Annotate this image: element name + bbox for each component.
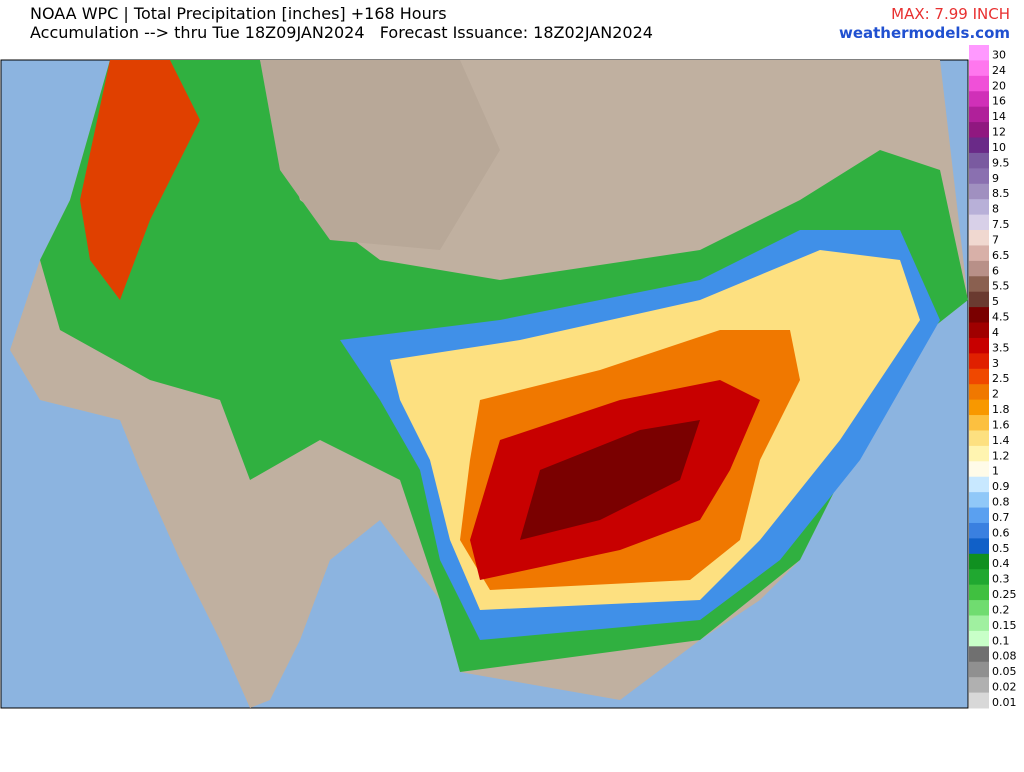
legend-label: 0.05 xyxy=(992,665,1017,678)
legend-label: 10 xyxy=(992,141,1006,154)
legend-swatch xyxy=(969,75,989,92)
legend-swatch xyxy=(969,230,989,246)
legend-label: 0.2 xyxy=(992,603,1010,616)
legend-swatch xyxy=(969,415,989,431)
legend-label: 14 xyxy=(992,110,1006,123)
legend-label: 1.4 xyxy=(992,434,1010,447)
legend-swatch xyxy=(969,630,989,647)
legend-label: 6.5 xyxy=(992,249,1010,262)
max-value: MAX: 7.99 INCH xyxy=(891,5,1010,23)
legend-label: 0.8 xyxy=(992,496,1010,509)
legend-swatch xyxy=(969,430,989,447)
precip-darkred xyxy=(520,420,700,540)
legend-swatch xyxy=(969,538,989,555)
legend-label: 3.5 xyxy=(992,341,1010,354)
legend-swatch xyxy=(969,168,989,185)
legend-label: 20 xyxy=(992,79,1006,92)
legend-label: 0.6 xyxy=(992,526,1010,539)
precip-west-coast xyxy=(80,60,200,300)
legend-label: 0.25 xyxy=(992,588,1017,601)
legend-label: 1.2 xyxy=(992,449,1010,462)
subtitle: Accumulation --> thru Tue 18Z09JAN2024 F… xyxy=(30,23,653,42)
legend-swatch xyxy=(969,368,989,385)
legend-swatch xyxy=(969,445,989,462)
legend-swatch xyxy=(969,461,989,478)
legend-swatch xyxy=(969,245,989,262)
legend-label: 0.02 xyxy=(992,681,1017,694)
legend-swatch xyxy=(969,569,989,586)
legend-label: 0.1 xyxy=(992,634,1010,647)
legend-label: 6 xyxy=(992,264,999,277)
legend: 302420161412109.598.587.576.565.554.543.… xyxy=(969,45,1017,709)
legend-swatch xyxy=(969,522,989,539)
legend-swatch xyxy=(969,677,989,694)
legend-label: 1.8 xyxy=(992,403,1010,416)
legend-swatch xyxy=(969,384,989,401)
legend-swatch xyxy=(969,60,989,77)
legend-swatch xyxy=(969,507,989,524)
site-link: weathermodels.com xyxy=(839,24,1010,42)
legend-swatch xyxy=(969,322,989,339)
legend-swatch xyxy=(969,260,989,277)
legend-label: 0.9 xyxy=(992,480,1010,493)
legend-label: 3 xyxy=(992,357,999,370)
legend-swatch xyxy=(969,337,989,354)
legend-swatch xyxy=(969,137,989,154)
legend-label: 30 xyxy=(992,48,1006,61)
legend-label: 12 xyxy=(992,126,1006,139)
legend-label: 8 xyxy=(992,203,999,216)
legend-swatch xyxy=(969,291,989,308)
legend-label: 0.08 xyxy=(992,650,1017,663)
legend-swatch xyxy=(969,661,989,678)
legend-label: 1.6 xyxy=(992,418,1010,431)
legend-label: 4 xyxy=(992,326,999,339)
legend-label: 0.4 xyxy=(992,557,1010,570)
legend-label: 7.5 xyxy=(992,218,1010,231)
legend-label: 4.5 xyxy=(992,311,1010,324)
legend-swatch xyxy=(969,584,989,601)
legend-swatch xyxy=(969,492,989,509)
legend-swatch xyxy=(969,183,989,200)
legend-label: 8.5 xyxy=(992,187,1010,200)
title: NOAA WPC | Total Precipitation [inches] … xyxy=(30,4,447,23)
legend-label: 9 xyxy=(992,172,999,185)
legend-label: 0.5 xyxy=(992,542,1010,555)
legend-swatch xyxy=(969,45,989,61)
legend-swatch xyxy=(969,122,989,139)
legend-label: 24 xyxy=(992,64,1006,77)
legend-label: 16 xyxy=(992,95,1006,108)
legend-label: 0.01 xyxy=(992,696,1017,709)
legend-swatch xyxy=(969,646,989,663)
legend-swatch xyxy=(969,476,989,493)
legend-swatch xyxy=(969,553,989,570)
dry-plains xyxy=(260,60,500,250)
legend-swatch xyxy=(969,615,989,632)
legend-label: 5.5 xyxy=(992,280,1010,293)
legend-label: 2 xyxy=(992,388,999,401)
legend-swatch xyxy=(969,307,989,324)
legend-swatch xyxy=(969,399,989,416)
legend-label: 0.15 xyxy=(992,619,1017,632)
legend-swatch xyxy=(969,106,989,123)
legend-swatch xyxy=(969,214,989,231)
legend-label: 2.5 xyxy=(992,372,1010,385)
legend-swatch xyxy=(969,600,989,616)
legend-label: 7 xyxy=(992,233,999,246)
legend-label: 0.3 xyxy=(992,573,1010,586)
legend-swatch xyxy=(969,152,989,169)
legend-label: 1 xyxy=(992,465,999,478)
legend-swatch xyxy=(969,692,989,709)
legend-label: 5 xyxy=(992,295,999,308)
legend-swatch xyxy=(969,91,989,108)
legend-swatch xyxy=(969,353,989,370)
legend-swatch xyxy=(969,276,989,293)
legend-label: 9.5 xyxy=(992,156,1010,169)
legend-label: 0.7 xyxy=(992,511,1010,524)
map xyxy=(0,59,969,709)
legend-swatch xyxy=(969,199,989,216)
